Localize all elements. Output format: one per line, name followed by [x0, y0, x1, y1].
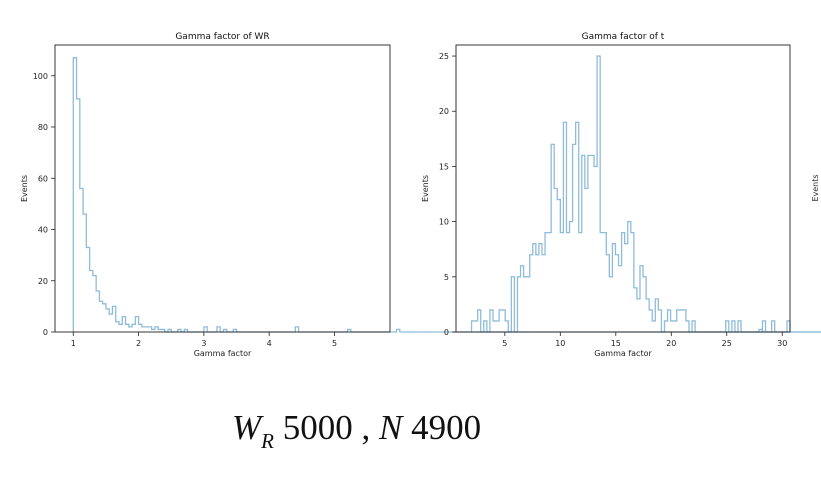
x-tick-label: 30 — [777, 339, 787, 348]
x-tick-label: 15 — [611, 339, 621, 348]
x-tick-label: 4 — [267, 339, 272, 348]
x-tick-label: 20 — [666, 339, 676, 348]
y-tick-label: 0 — [444, 328, 449, 337]
caption-value-n: 4900 — [402, 408, 482, 447]
caption-symbol-w: W — [232, 408, 262, 447]
x-tick-label: 2 — [136, 339, 141, 348]
y-tick-label: 20 — [38, 277, 48, 286]
y-tick-label: 15 — [439, 162, 449, 171]
caption-symbol-n: N — [378, 408, 403, 447]
chart-title: Gamma factor of WR — [175, 32, 269, 42]
y-tick-label: 40 — [38, 226, 48, 235]
caption-subscript-r: R — [261, 429, 274, 453]
histogram-t-gamma: 5 10 15 20 25 30 0 5 10 15 20 25 Gamma factor of t Ga… — [421, 32, 821, 358]
plot-frame — [455, 44, 791, 333]
y-axis-label: Events — [421, 175, 430, 202]
y-tick-label: 20 — [439, 107, 449, 116]
plot-frame — [54, 44, 391, 333]
x-tick-label: 5 — [332, 339, 337, 348]
third-panel-fragment: Events — [811, 174, 820, 201]
x-tick-label: 25 — [722, 339, 732, 348]
y-axis-label: Events — [20, 175, 29, 202]
y-tick-label: 100 — [33, 72, 48, 81]
x-tick-label: 1 — [71, 339, 76, 348]
y-tick-label: 25 — [439, 52, 449, 61]
histogram-step-line — [470, 55, 821, 333]
svg-text:Events: Events — [811, 174, 820, 201]
chart-title: Gamma factor of t — [582, 32, 665, 42]
figure-caption: WR 5000 , N 4900 — [232, 408, 632, 458]
histogram-step-line — [72, 57, 821, 333]
x-tick-label: 3 — [201, 339, 206, 348]
x-axis-label: Gamma factor — [194, 349, 252, 358]
caption-value-w: 5000 — [273, 408, 353, 447]
x-tick-label: 10 — [555, 339, 565, 348]
x-axis-label: Gamma factor — [594, 349, 652, 358]
caption-separator: , — [352, 408, 379, 447]
y-tick-label: 5 — [444, 273, 449, 282]
x-tick-label: 5 — [502, 339, 507, 348]
y-tick-label: 10 — [439, 218, 449, 227]
y-tick-label: 0 — [43, 328, 48, 337]
y-tick-label: 60 — [38, 174, 48, 183]
y-tick-label: 80 — [38, 123, 48, 132]
